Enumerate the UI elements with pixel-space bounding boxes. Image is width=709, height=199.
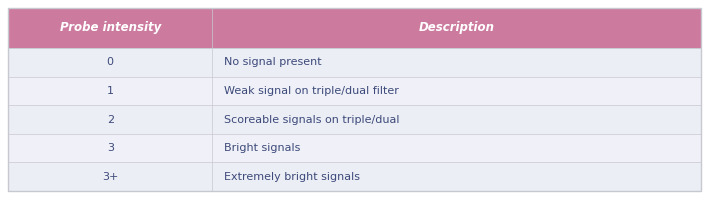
Text: Probe intensity: Probe intensity — [60, 21, 161, 34]
Text: 1: 1 — [107, 86, 113, 96]
Text: 3+: 3+ — [102, 172, 118, 182]
Bar — [8, 8, 213, 48]
Bar — [213, 8, 701, 48]
Text: Description: Description — [419, 21, 495, 34]
Bar — [8, 162, 213, 191]
Bar — [8, 77, 213, 105]
Bar — [213, 77, 701, 105]
Text: Extremely bright signals: Extremely bright signals — [225, 172, 360, 182]
Bar — [8, 134, 213, 162]
Bar — [213, 162, 701, 191]
Text: Scoreable signals on triple/dual: Scoreable signals on triple/dual — [225, 114, 400, 125]
Bar — [213, 105, 701, 134]
Text: 3: 3 — [107, 143, 113, 153]
Text: No signal present: No signal present — [225, 57, 322, 67]
Text: Weak signal on triple/dual filter: Weak signal on triple/dual filter — [225, 86, 399, 96]
Bar — [8, 105, 213, 134]
Text: 2: 2 — [106, 114, 113, 125]
Bar — [213, 134, 701, 162]
Bar — [213, 48, 701, 77]
Text: 0: 0 — [107, 57, 113, 67]
Text: Bright signals: Bright signals — [225, 143, 301, 153]
Bar — [8, 48, 213, 77]
